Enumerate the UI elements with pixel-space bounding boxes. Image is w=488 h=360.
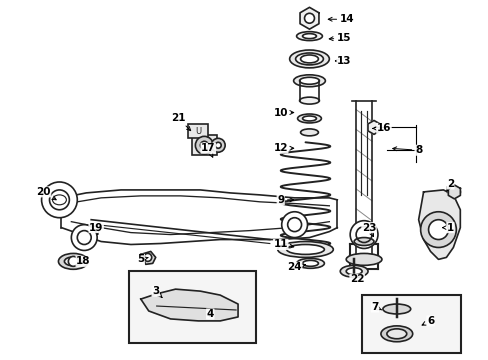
Ellipse shape (302, 260, 318, 266)
Polygon shape (141, 289, 238, 321)
Text: 2: 2 (446, 179, 453, 191)
Ellipse shape (293, 75, 325, 87)
Text: 20: 20 (36, 187, 56, 200)
Text: 24: 24 (287, 262, 305, 272)
Ellipse shape (296, 32, 322, 41)
Bar (129, 271, 255, 343)
Circle shape (200, 141, 208, 149)
Ellipse shape (353, 238, 373, 246)
Ellipse shape (302, 33, 316, 39)
Text: 15: 15 (328, 33, 351, 43)
Ellipse shape (382, 304, 410, 314)
Ellipse shape (300, 129, 318, 136)
Polygon shape (367, 121, 379, 134)
Ellipse shape (64, 257, 82, 266)
Text: 19: 19 (89, 222, 103, 234)
Circle shape (68, 256, 78, 266)
Ellipse shape (296, 258, 324, 268)
Circle shape (195, 136, 213, 154)
Polygon shape (418, 190, 459, 260)
Circle shape (139, 296, 158, 316)
Circle shape (226, 302, 244, 320)
Ellipse shape (299, 77, 319, 84)
Circle shape (281, 212, 307, 238)
Circle shape (143, 253, 151, 261)
Polygon shape (141, 251, 155, 264)
Circle shape (427, 220, 447, 239)
Ellipse shape (59, 253, 88, 269)
Circle shape (71, 225, 97, 251)
Ellipse shape (380, 326, 412, 342)
Bar (188, 125, 208, 138)
Ellipse shape (300, 55, 318, 63)
Text: 8: 8 (392, 145, 422, 155)
Circle shape (349, 221, 377, 248)
Ellipse shape (386, 329, 406, 339)
Text: 22: 22 (349, 274, 364, 284)
Bar (361, 295, 460, 353)
Ellipse shape (302, 116, 316, 121)
Polygon shape (300, 7, 318, 29)
Ellipse shape (340, 265, 367, 277)
Text: 1: 1 (442, 222, 453, 233)
Ellipse shape (346, 268, 361, 275)
Circle shape (41, 182, 77, 218)
Ellipse shape (277, 242, 333, 257)
Ellipse shape (295, 53, 323, 65)
Text: 18: 18 (76, 256, 90, 266)
Text: 21: 21 (171, 113, 190, 131)
Text: 5: 5 (137, 255, 148, 264)
Polygon shape (447, 185, 459, 199)
Text: U: U (195, 127, 201, 136)
Ellipse shape (289, 50, 328, 68)
Text: 4: 4 (206, 309, 214, 319)
Text: 17: 17 (201, 143, 215, 157)
Text: 3: 3 (152, 286, 162, 297)
Circle shape (175, 311, 191, 327)
Ellipse shape (286, 244, 324, 255)
Circle shape (304, 13, 314, 23)
Ellipse shape (299, 97, 319, 104)
Text: 16: 16 (372, 123, 390, 134)
Text: 6: 6 (421, 316, 433, 326)
Text: 11: 11 (273, 239, 293, 249)
Ellipse shape (297, 114, 321, 123)
Text: 10: 10 (273, 108, 293, 117)
Bar (192, 135, 217, 155)
Circle shape (211, 138, 224, 152)
Text: 9: 9 (277, 195, 293, 205)
Circle shape (215, 142, 221, 148)
Polygon shape (384, 299, 392, 309)
Text: 14: 14 (327, 14, 354, 24)
Text: 13: 13 (335, 56, 351, 66)
Ellipse shape (346, 253, 381, 265)
Circle shape (420, 212, 455, 247)
Text: 7: 7 (370, 302, 381, 312)
Text: 12: 12 (273, 143, 293, 153)
Text: 23: 23 (361, 222, 375, 237)
